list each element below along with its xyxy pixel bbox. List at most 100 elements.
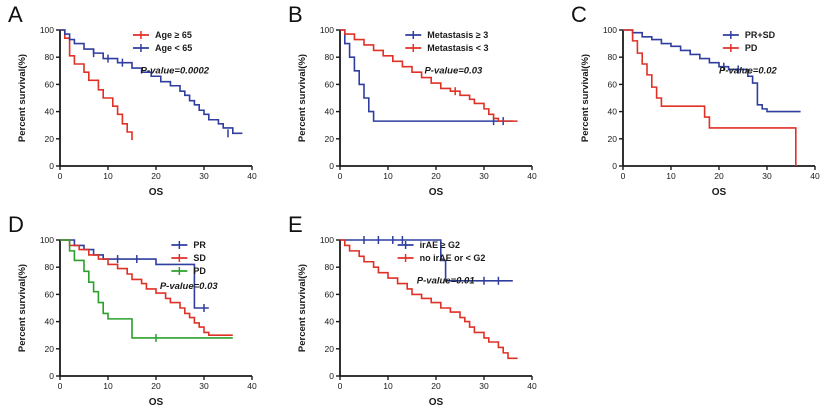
empty-cell bbox=[563, 210, 825, 420]
y-tick-label: 60 bbox=[608, 79, 618, 89]
panel-D: D 0 10 20 30 40 0 20 40 60 80 100 OS Percent surviva… bbox=[0, 210, 280, 420]
y-axis-title: Percent survival(%) bbox=[297, 264, 308, 352]
y-tick-label: 100 bbox=[320, 235, 334, 245]
x-tick-label: 10 bbox=[666, 171, 676, 181]
panel-E: E 0 10 20 30 40 0 20 40 60 80 100 OS Percent surviva… bbox=[280, 210, 563, 420]
p-value: P-value=0.01 bbox=[417, 275, 475, 286]
legend-label: Metastasis ≥ 3 bbox=[427, 30, 488, 40]
x-tick-label: 40 bbox=[247, 381, 257, 391]
survival-curve bbox=[340, 29, 518, 122]
x-tick-label: 40 bbox=[527, 381, 537, 391]
x-tick-label: 20 bbox=[151, 381, 161, 391]
y-tick-label: 40 bbox=[45, 107, 55, 117]
km-plot-os-by-response-3group: 0 10 20 30 40 0 20 40 60 80 100 OS Percent survival(… bbox=[17, 235, 257, 408]
legend-label: no irAE or < G2 bbox=[420, 253, 486, 263]
panel-label-D: D bbox=[8, 212, 24, 237]
y-tick-label: 20 bbox=[45, 134, 55, 144]
y-tick-label: 40 bbox=[325, 107, 335, 117]
y-axis-title: Percent survival(%) bbox=[17, 54, 28, 142]
km-plot-os-by-irae: 0 10 20 30 40 0 20 40 60 80 100 OS Percent survival(… bbox=[297, 235, 537, 408]
panel-label-A: A bbox=[8, 2, 23, 27]
x-tick-label: 40 bbox=[810, 171, 820, 181]
km-plot-os-by-response-2group: 0 10 20 30 40 0 20 40 60 80 100 OS Percent survival(… bbox=[580, 25, 820, 198]
panel-label-B: B bbox=[288, 2, 303, 27]
y-tick-label: 60 bbox=[325, 289, 335, 299]
x-tick-label: 30 bbox=[479, 171, 489, 181]
legend-label: PD bbox=[745, 43, 758, 53]
x-axis-title: OS bbox=[149, 397, 164, 408]
y-tick-label: 0 bbox=[49, 371, 54, 381]
x-tick-label: 30 bbox=[762, 171, 772, 181]
x-axis-title: OS bbox=[429, 187, 444, 198]
x-tick-label: 20 bbox=[431, 171, 441, 181]
survival-curve bbox=[340, 239, 513, 282]
y-tick-label: 20 bbox=[325, 344, 335, 354]
x-tick-label: 10 bbox=[383, 171, 393, 181]
x-tick-label: 0 bbox=[338, 381, 343, 391]
survival-curve bbox=[60, 239, 233, 339]
survival-curve bbox=[60, 239, 233, 336]
x-tick-label: 20 bbox=[151, 171, 161, 181]
survival-curve bbox=[60, 29, 243, 135]
x-tick-label: 0 bbox=[58, 171, 63, 181]
legend-label: PR+SD bbox=[745, 30, 776, 40]
x-tick-label: 20 bbox=[431, 381, 441, 391]
panel-C: C 0 10 20 30 40 0 20 40 60 80 100 OS Percent surviva… bbox=[563, 0, 825, 210]
y-tick-label: 80 bbox=[325, 52, 335, 62]
x-tick-label: 30 bbox=[199, 381, 209, 391]
legend-label: Age ≥ 65 bbox=[155, 30, 192, 40]
panel-A: A 0 10 20 30 40 0 20 40 60 80 100 OS Percent surviva… bbox=[0, 0, 280, 210]
survival-curve bbox=[340, 29, 513, 122]
y-tick-label: 20 bbox=[608, 134, 618, 144]
y-tick-label: 60 bbox=[45, 289, 55, 299]
legend-label: PR bbox=[193, 240, 206, 250]
legend-label: Age < 65 bbox=[155, 43, 192, 53]
panel-label-C: C bbox=[571, 2, 587, 27]
y-tick-label: 20 bbox=[45, 344, 55, 354]
survival-curve bbox=[340, 239, 518, 360]
x-tick-label: 20 bbox=[714, 171, 724, 181]
y-tick-label: 0 bbox=[49, 161, 54, 171]
y-tick-label: 40 bbox=[608, 107, 618, 117]
x-axis-title: OS bbox=[429, 397, 444, 408]
survival-curve bbox=[60, 29, 133, 141]
x-axis-title: OS bbox=[149, 187, 164, 198]
x-axis-title: OS bbox=[712, 187, 727, 198]
legend-label: PD bbox=[193, 266, 206, 276]
y-tick-label: 40 bbox=[45, 317, 55, 327]
y-tick-label: 60 bbox=[325, 79, 335, 89]
legend-label: SD bbox=[193, 253, 206, 263]
y-tick-label: 0 bbox=[612, 161, 617, 171]
y-axis-title: Percent survival(%) bbox=[17, 264, 28, 352]
x-tick-label: 0 bbox=[621, 171, 626, 181]
x-tick-label: 40 bbox=[527, 171, 537, 181]
y-tick-label: 0 bbox=[329, 371, 334, 381]
y-tick-label: 100 bbox=[320, 25, 334, 35]
p-value: P-value=0.02 bbox=[719, 65, 778, 76]
x-tick-label: 0 bbox=[338, 171, 343, 181]
y-tick-label: 100 bbox=[603, 25, 617, 35]
legend-label: Metastasis < 3 bbox=[427, 43, 488, 53]
y-tick-label: 20 bbox=[325, 134, 335, 144]
km-plot-os-by-age: 0 10 20 30 40 0 20 40 60 80 100 OS Percent survival(… bbox=[17, 25, 257, 198]
km-plot-os-by-metastasis: 0 10 20 30 40 0 20 40 60 80 100 OS Percent survival(… bbox=[297, 25, 537, 198]
p-value: P-value=0.03 bbox=[424, 65, 483, 76]
survival-curve bbox=[623, 29, 801, 113]
y-tick-label: 80 bbox=[45, 52, 55, 62]
y-tick-label: 100 bbox=[40, 25, 54, 35]
x-tick-label: 40 bbox=[247, 171, 257, 181]
panel-label-E: E bbox=[288, 212, 303, 237]
x-tick-label: 0 bbox=[58, 381, 63, 391]
x-tick-label: 30 bbox=[199, 171, 209, 181]
panel-B: B 0 10 20 30 40 0 20 40 60 80 100 OS Percent surviva… bbox=[280, 0, 563, 210]
y-axis-title: Percent survival(%) bbox=[580, 54, 591, 142]
survival-curve bbox=[623, 29, 797, 166]
p-value: P-value=0.0002 bbox=[141, 65, 210, 76]
legend-label: irAE ≥ G2 bbox=[420, 240, 460, 250]
x-tick-label: 10 bbox=[103, 171, 113, 181]
p-value: P-value=0.03 bbox=[160, 281, 219, 292]
y-tick-label: 0 bbox=[329, 161, 334, 171]
y-tick-label: 80 bbox=[45, 262, 55, 272]
y-tick-label: 60 bbox=[45, 79, 55, 89]
